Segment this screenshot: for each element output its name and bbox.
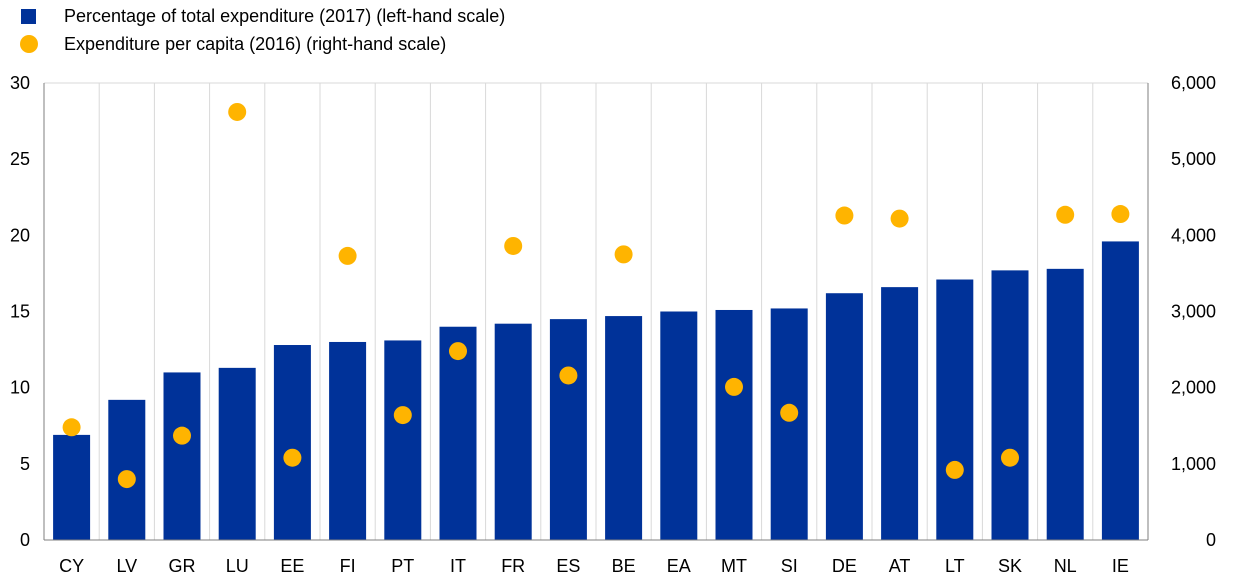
dot-at — [890, 209, 909, 228]
x-tick-label: LT — [945, 556, 965, 576]
x-tick-label: MT — [721, 556, 747, 576]
legend-item-dots: Expenditure per capita (2016) (right-han… — [20, 30, 505, 58]
bar-cy — [53, 434, 91, 540]
bar-de — [825, 293, 863, 540]
y-left-tick-label: 25 — [10, 149, 30, 169]
bar-gr — [163, 372, 201, 540]
x-tick-label: LV — [116, 556, 137, 576]
dot-lt — [945, 460, 964, 479]
bar-pt — [384, 340, 422, 540]
legend-dot-marker — [20, 35, 38, 53]
dot-be — [614, 245, 633, 264]
bar-si — [770, 308, 808, 540]
axis-layer — [43, 83, 1149, 541]
y-left-tick-label: 20 — [10, 225, 30, 245]
y-right-tick-label: 2,000 — [1171, 378, 1216, 398]
chart-legend: Percentage of total expenditure (2017) (… — [20, 2, 505, 58]
dot-it — [449, 342, 467, 361]
dot-si — [780, 403, 799, 422]
bar-ea — [660, 311, 698, 540]
dot-fi — [338, 246, 357, 265]
x-tick-label: ES — [556, 556, 580, 576]
y-left-tick-label: 0 — [20, 530, 30, 550]
bar-at — [881, 287, 919, 540]
dot-nl — [1056, 205, 1075, 224]
x-tick-label: LU — [226, 556, 249, 576]
legend-square-marker — [21, 8, 36, 24]
dot-lu — [228, 102, 247, 121]
y-right-tick-label: 6,000 — [1171, 73, 1216, 93]
x-tick-label: CY — [59, 556, 84, 576]
bar-mt — [715, 309, 753, 540]
bar-be — [605, 316, 643, 540]
y-right-tick-label: 1,000 — [1171, 454, 1216, 474]
bar-sk — [991, 270, 1029, 540]
y-left-tick-label: 15 — [10, 302, 30, 322]
x-tick-label: AT — [889, 556, 911, 576]
grid-layer — [43, 82, 1149, 540]
dot-lv — [117, 470, 136, 489]
bar-lt — [936, 279, 974, 540]
x-tick-label: EE — [280, 556, 304, 576]
dot-ee — [283, 448, 302, 467]
x-tick-label: EA — [667, 556, 691, 576]
bar-ie — [1101, 241, 1139, 540]
x-tick-label: GR — [169, 556, 196, 576]
x-tick-label: NL — [1054, 556, 1077, 576]
bar-layer — [53, 241, 1139, 540]
dot-mt — [725, 377, 743, 396]
x-tick-label: FI — [340, 556, 356, 576]
bar-nl — [1046, 268, 1084, 540]
x-tick-label: IT — [450, 556, 466, 576]
bar-es — [549, 319, 587, 540]
bar-fi — [329, 341, 367, 540]
x-tick-label: DE — [832, 556, 857, 576]
legend-label-bars: Percentage of total expenditure (2017) (… — [64, 5, 506, 26]
y-left-tick-label: 30 — [10, 73, 30, 93]
label-layer: 0 5 10 15 20 25 30 0 1,000 2,000 3,000 4,000 5,000 6,… — [10, 73, 1216, 576]
dot-pt — [393, 406, 412, 425]
dot-ie — [1111, 205, 1130, 224]
y-right-tick-label: 0 — [1206, 530, 1216, 550]
dot-sk — [1001, 448, 1019, 467]
y-left-tick-label: 10 — [10, 378, 30, 398]
x-tick-label: SK — [998, 556, 1022, 576]
dot-gr — [173, 426, 191, 445]
y-right-tick-label: 5,000 — [1171, 149, 1216, 169]
bar-it — [439, 326, 477, 540]
dot-es — [559, 366, 578, 385]
x-tick-label: SI — [781, 556, 798, 576]
x-tick-label: PT — [391, 556, 414, 576]
legend-item-bars: Percentage of total expenditure (2017) (… — [20, 2, 505, 30]
dot-fr — [504, 236, 523, 255]
x-tick-label: FR — [501, 556, 525, 576]
bar-ee — [273, 345, 311, 540]
bar-fr — [494, 323, 532, 540]
bar-lv — [108, 399, 146, 540]
y-right-tick-label: 4,000 — [1171, 225, 1216, 245]
x-tick-label: IE — [1112, 556, 1129, 576]
dot-layer — [62, 102, 1130, 489]
bar-lu — [218, 367, 256, 540]
y-left-tick-label: 5 — [20, 454, 30, 474]
legend-label-dots: Expenditure per capita (2016) (right-han… — [64, 33, 447, 54]
y-right-tick-label: 3,000 — [1171, 302, 1216, 322]
x-tick-label: BE — [612, 556, 636, 576]
dot-de — [835, 206, 854, 225]
dot-cy — [62, 418, 81, 437]
